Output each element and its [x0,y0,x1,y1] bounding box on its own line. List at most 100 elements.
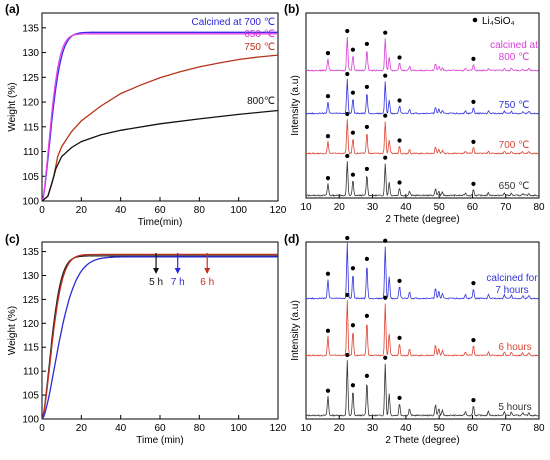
series-line [41,256,278,420]
xrd-pattern [306,78,539,115]
x-tick-label: 20 [76,205,88,216]
series-label: 5 hours [498,402,531,413]
phase-marker-dot [383,73,388,78]
x-tick-label: 10 [300,423,312,434]
x-tick-label: 0 [39,205,45,216]
x-tick-label: 100 [230,423,247,434]
phase-marker-dot [350,172,356,177]
plot-frame-b [305,12,540,199]
phase-marker-dot [471,56,476,61]
series-label: 800℃ [247,96,275,107]
phase-marker-dot [350,383,356,388]
plot-frame-d [305,241,540,420]
phase-marker-dot [397,138,402,143]
annotation-arrowhead [174,268,181,274]
x-axis-label: Time (min) [136,435,183,446]
x-axis-label: Time(min) [138,217,183,228]
x-tick-label: 60 [154,423,166,434]
phase-marker-dot [325,176,331,181]
x-tick-label: 80 [194,205,206,216]
y-tick-label: 105 [22,172,39,183]
x-tick-label: 30 [367,202,379,213]
x-tick-label: 80 [194,423,206,434]
legend-marker-dot [472,17,478,23]
phase-marker-dot [397,335,402,340]
x-tick-label: 40 [400,202,412,213]
phase-marker-dot [383,113,388,118]
y-tick-label: 115 [23,343,39,354]
annotation-arrowhead [153,268,160,274]
x-tick-label: 120 [270,423,287,434]
xrd-pattern [305,36,539,72]
phase-marker-dot [345,111,350,117]
series-label: calcined at [490,40,538,51]
y-tick-label: 130 [22,271,39,282]
phase-marker-dot [345,71,350,77]
series-line [41,54,279,202]
phase-marker-dot [364,124,370,130]
x-tick-label: 40 [115,205,127,216]
phase-marker-dot [383,238,388,243]
phase-marker-dot [471,181,476,186]
series-label: Calcined at 700 ℃ [191,17,275,28]
y-tick-label: 120 [22,319,39,330]
phase-marker-dot [345,292,350,298]
panel-label: (a) [5,2,20,16]
phase-marker-dot [345,28,350,34]
series-label: 650 ℃ [244,29,275,40]
series-line [41,255,278,420]
series-label: 7 hours [495,285,528,296]
phase-marker-dot [397,278,402,283]
legend-label: Li₄SiO₄ [482,16,515,27]
y-tick-label: 135 [22,247,39,258]
y-tick-label: 110 [23,147,39,158]
series-label: calcined for [486,273,538,284]
series-label: 700 ℃ [499,140,530,151]
phase-marker-dot [350,266,356,271]
series-line [41,31,278,202]
phase-marker-dot [383,295,388,300]
phase-marker-dot [325,271,331,276]
x-tick-label: 60 [467,202,479,213]
series-label: 750 ℃ [499,100,530,111]
phase-marker-dot [345,153,350,159]
x-tick-label: 0 [39,423,45,434]
series-label: 6 hours [498,342,531,353]
phase-marker-dot [350,47,356,52]
x-axis-label: 2 Thete (degree) [385,214,459,225]
phase-marker-dot [325,388,331,393]
annotation-label: 7 h [171,277,185,288]
phase-marker-dot [383,155,388,160]
phase-marker-dot [364,166,370,172]
x-tick-label: 50 [434,423,446,434]
x-tick-label: 40 [400,423,412,434]
phase-marker-dot [364,256,370,261]
y-axis-label: Weight (%) [7,306,18,355]
phase-marker-dot [471,398,476,403]
phase-marker-dot [397,395,402,400]
plot-frame-c [41,241,279,420]
phase-marker-dot [325,51,331,56]
phase-marker-dot [471,281,476,286]
x-tick-label: 20 [76,423,88,434]
annotation-label: 6 h [200,277,214,288]
series-line [41,33,278,202]
x-tick-label: 70 [500,202,512,213]
y-tick-label: 135 [22,23,39,34]
x-tick-label: 20 [334,423,346,434]
x-tick-label: 80 [533,423,545,434]
x-tick-label: 10 [300,202,312,213]
x-tick-label: 100 [230,205,247,216]
phase-marker-dot [350,130,356,135]
phase-marker-dot [364,41,370,47]
x-tick-label: 120 [270,205,287,216]
x-tick-label: 70 [500,423,512,434]
phase-marker-dot [345,352,350,358]
phase-marker-dot [350,90,356,95]
y-tick-label: 125 [22,295,39,306]
y-axis-label: Intensity (a.u) [290,75,301,136]
y-tick-label: 110 [23,367,39,378]
series-label: 750 ℃ [244,42,275,53]
y-tick-label: 125 [22,73,39,84]
plot-frame-a [41,12,279,202]
